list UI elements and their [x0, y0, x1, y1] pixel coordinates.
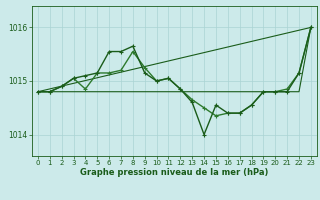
X-axis label: Graphe pression niveau de la mer (hPa): Graphe pression niveau de la mer (hPa): [80, 168, 268, 177]
